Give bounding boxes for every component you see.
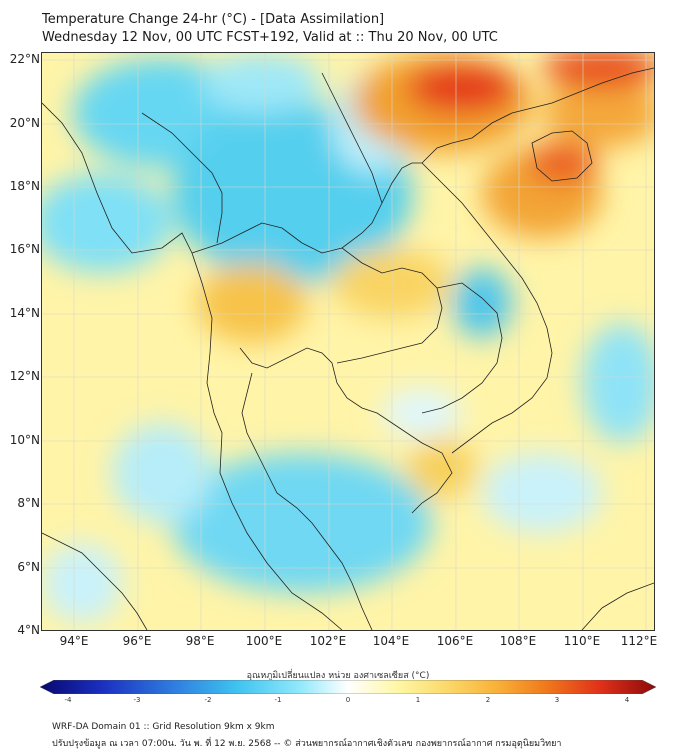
colorbar-tick: -2	[204, 696, 212, 704]
map-canvas	[42, 53, 654, 630]
lat-label: 18°N	[9, 179, 40, 193]
lon-label: 108°E	[499, 634, 537, 648]
colorbar-tick: -3	[133, 696, 141, 704]
lat-label: 16°N	[9, 242, 40, 256]
lat-label: 6°N	[17, 560, 40, 574]
lat-label: 10°N	[9, 433, 40, 447]
colorbar	[40, 680, 656, 694]
lon-label: 102°E	[309, 634, 347, 648]
lat-label: 4°N	[17, 623, 40, 637]
colorbar-tick: 4	[624, 696, 630, 704]
lon-label: 104°E	[372, 634, 410, 648]
graticule	[42, 53, 654, 630]
map-title: Temperature Change 24-hr (°C) - [Data As…	[42, 12, 385, 27]
colorbar-tick: -4	[64, 696, 72, 704]
lat-label: 20°N	[9, 116, 40, 130]
lon-label: 94°E	[59, 634, 89, 648]
colorbar-tick: -1	[274, 696, 282, 704]
footer-model-info: WRF-DA Domain 01 :: Grid Resolution 9km …	[52, 722, 275, 732]
lon-label: 98°E	[185, 634, 215, 648]
colorbar-tick: 2	[485, 696, 491, 704]
lat-label: 8°N	[17, 496, 40, 510]
lon-label: 106°E	[436, 634, 474, 648]
lon-label: 96°E	[122, 634, 152, 648]
footer-credit: ปรับปรุงข้อมูล ณ เวลา 07:00น. วัน พ. ที่…	[52, 739, 562, 749]
lat-label: 12°N	[9, 369, 40, 383]
colorbar-tick: 1	[415, 696, 421, 704]
colorbar-tick: 3	[554, 696, 560, 704]
lon-label: 100°E	[245, 634, 283, 648]
lat-label: 14°N	[9, 306, 40, 320]
temperature-change-map	[41, 52, 655, 631]
colorbar-gradient	[40, 680, 656, 694]
map-subtitle: Wednesday 12 Nov, 00 UTC FCST+192, Valid…	[42, 30, 498, 45]
lon-label: 112°E	[620, 634, 658, 648]
lon-label: 110°E	[563, 634, 601, 648]
colorbar-tick: 0	[345, 696, 351, 704]
country-borders	[42, 67, 654, 630]
colorbar-title: อุณหภูมิเปลี่ยนแปลง หน่วย องศาเซลเซียส (…	[246, 671, 430, 681]
lat-label: 22°N	[9, 52, 40, 66]
